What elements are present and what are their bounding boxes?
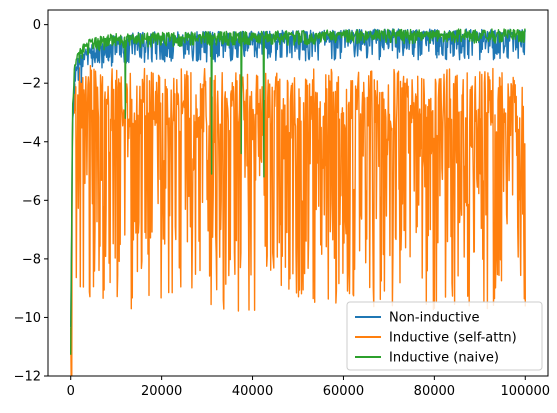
y-tick-label: −10 (14, 311, 41, 326)
x-tick-label: 40000 (232, 384, 273, 399)
x-tick-label: 100000 (500, 384, 550, 399)
legend-label: Non-inductive (389, 311, 480, 326)
x-axis: 0 20000 40000 60000 80000 100000 (67, 376, 550, 399)
plot-frame (47, 9, 549, 377)
y-tick-label: −8 (22, 252, 41, 267)
x-tick-label: 20000 (141, 384, 182, 399)
y-axis: 0 −2 −4 −6 −8 −10 −12 (14, 18, 48, 385)
legend-label: Inductive (naive) (389, 351, 499, 366)
series-line-2 (70, 28, 526, 355)
x-tick-label: 0 (67, 384, 75, 399)
y-tick-label: 0 (33, 18, 41, 33)
x-tick-label: 60000 (323, 384, 364, 399)
series-line-1 (70, 65, 526, 376)
y-tick-label: −4 (22, 135, 41, 150)
y-tick-label: −2 (22, 77, 41, 92)
y-tick-label: −12 (14, 370, 41, 385)
legend-box (346, 301, 543, 371)
legend: Non-inductive Inductive (self-attn) Induct… (346, 301, 543, 371)
series-layer (70, 28, 526, 376)
x-tick-label: 80000 (414, 384, 455, 399)
legend-label: Inductive (self-attn) (389, 331, 517, 346)
y-tick-label: −6 (22, 194, 41, 209)
